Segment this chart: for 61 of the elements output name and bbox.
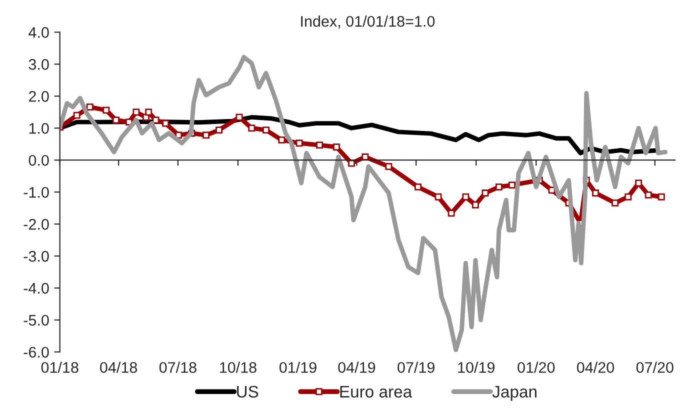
- y-tick-label: 1.0: [29, 122, 49, 134]
- point: [635, 180, 642, 187]
- x-tick-label: 04/20: [577, 362, 614, 373]
- point: [548, 186, 556, 194]
- point: [86, 104, 94, 110]
- point: [385, 163, 392, 170]
- y-tick-label: -4.0: [24, 282, 49, 294]
- legend-label: Euro area: [340, 386, 412, 398]
- x-tick-label: 10/18: [220, 362, 256, 373]
- point: [462, 193, 470, 200]
- line-series: [60, 54, 668, 352]
- point: [482, 190, 489, 197]
- chart-title: Index, 01/01/18=1.0: [301, 16, 435, 29]
- point: [132, 108, 140, 116]
- point: [248, 124, 256, 132]
- point: [333, 144, 340, 150]
- point: [414, 183, 422, 190]
- x-tick-label: 07/20: [636, 362, 674, 373]
- point: [296, 140, 303, 147]
- y-tick-label: 3.0: [28, 59, 49, 70]
- point: [262, 126, 270, 134]
- y-tick-label: -1.0: [24, 186, 49, 198]
- point: [73, 112, 80, 119]
- point: [592, 190, 599, 197]
- point: [152, 116, 160, 124]
- x-tick-label: 04/18: [100, 362, 138, 373]
- y-tick-label: 2.0: [28, 91, 49, 102]
- point: [612, 199, 619, 206]
- point: [495, 183, 502, 190]
- y-tick-label: -5.0: [24, 314, 49, 326]
- point: [472, 201, 479, 208]
- y-tick-label: 4.0: [28, 27, 49, 38]
- point: [658, 193, 665, 200]
- point: [145, 108, 152, 116]
- y-tick-label: 0.0: [28, 154, 49, 166]
- point: [162, 120, 170, 127]
- point: [316, 142, 324, 149]
- x-tick-label: 01/18: [41, 362, 78, 373]
- point: [448, 210, 455, 217]
- x-tick-label: 10/19: [458, 362, 495, 373]
- point: [112, 116, 120, 124]
- legend-label: US: [237, 386, 258, 398]
- x-tick-label: 07/18: [159, 362, 196, 373]
- point: [216, 126, 223, 134]
- legend-label: Japan: [492, 386, 536, 401]
- point: [278, 136, 286, 144]
- point: [624, 193, 632, 200]
- x-tick-label: 01/19: [279, 362, 316, 373]
- x-tick-label: 01/20: [518, 362, 555, 373]
- point: [644, 191, 652, 198]
- point: [236, 114, 243, 121]
- point: [434, 193, 442, 200]
- y-tick-label: -2.0: [24, 218, 49, 230]
- x-tick-label: 04/19: [338, 362, 376, 373]
- x-tick-label: 07/19: [398, 362, 434, 373]
- y-tick-label: -3.0: [24, 250, 49, 262]
- point: [508, 182, 516, 189]
- point: [202, 132, 210, 139]
- point: [362, 153, 369, 160]
- point: [102, 106, 110, 114]
- y-tick-label: -6.0: [24, 346, 49, 358]
